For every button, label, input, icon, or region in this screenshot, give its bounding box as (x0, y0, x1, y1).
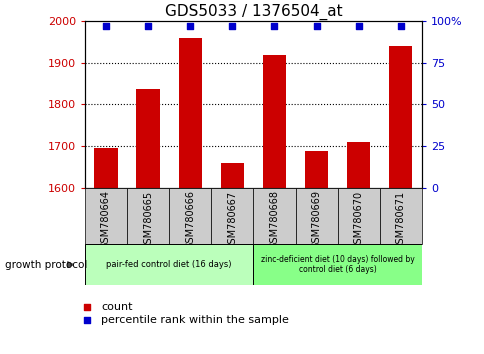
Point (83, 318, 91, 323)
Text: GSM780666: GSM780666 (185, 190, 195, 250)
Point (354, 23, 362, 29)
Text: growth protocol: growth protocol (5, 259, 87, 270)
Bar (337, 188, 379, 244)
Bar (220, 164, 243, 188)
Text: GSM780668: GSM780668 (269, 190, 279, 250)
Point (144, 23, 151, 29)
Bar (389, 46, 411, 188)
Text: GSM780665: GSM780665 (143, 190, 153, 250)
Bar (178, 38, 201, 188)
Title: GDS5033 / 1376504_at: GDS5033 / 1376504_at (164, 4, 342, 20)
Point (312, 23, 320, 29)
Text: GSM780664: GSM780664 (101, 190, 111, 250)
Bar (304, 151, 328, 188)
Point (102, 23, 109, 29)
Bar (379, 188, 421, 244)
Text: GSM780670: GSM780670 (353, 190, 363, 250)
Bar (85, 188, 127, 244)
Point (396, 23, 404, 29)
Bar (262, 55, 286, 188)
Bar (211, 188, 253, 244)
Point (228, 23, 236, 29)
Bar (169, 188, 211, 244)
Text: count: count (101, 302, 132, 312)
Bar (253, 188, 295, 244)
Bar (127, 188, 169, 244)
Bar (295, 188, 337, 244)
Text: pair-fed control diet (16 days): pair-fed control diet (16 days) (106, 260, 231, 269)
Text: GSM780667: GSM780667 (227, 190, 237, 250)
Bar (94, 148, 117, 188)
Bar (347, 142, 370, 188)
Text: zinc-deficient diet (10 days) followed by
control diet (6 days): zinc-deficient diet (10 days) followed b… (260, 255, 414, 274)
Point (83, 304, 91, 310)
Text: percentile rank within the sample: percentile rank within the sample (101, 315, 288, 325)
Point (186, 23, 194, 29)
Bar (253, 244, 421, 285)
Point (270, 23, 278, 29)
Text: GSM780671: GSM780671 (395, 190, 405, 250)
Text: GSM780669: GSM780669 (311, 190, 321, 250)
Bar (136, 88, 159, 188)
Bar (85, 244, 253, 285)
